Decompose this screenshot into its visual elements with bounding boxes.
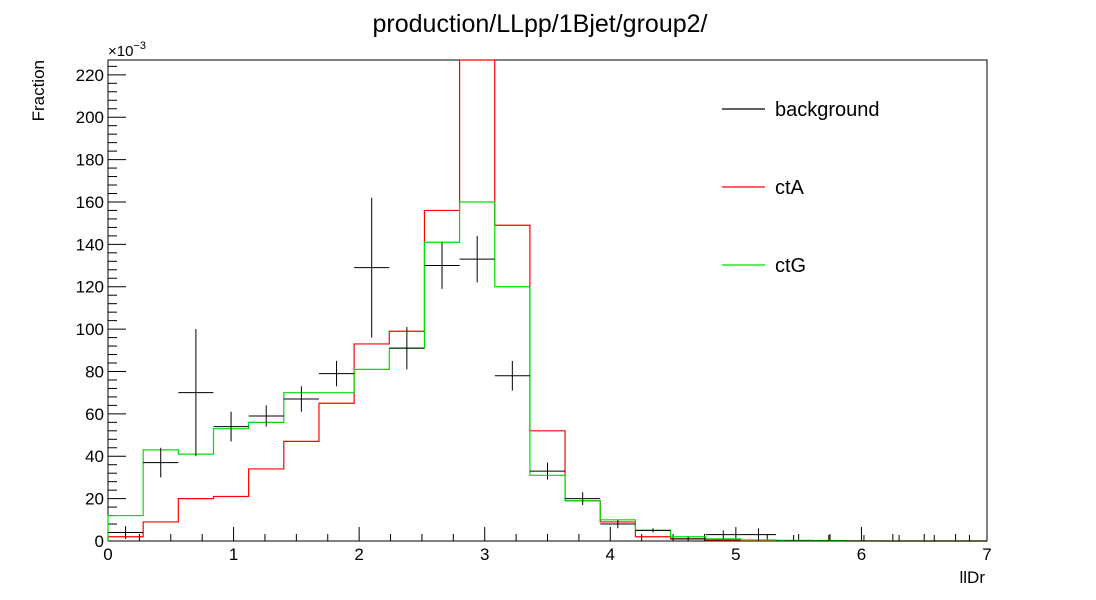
legend-label: background bbox=[775, 99, 880, 121]
x-tick-label: 4 bbox=[606, 545, 615, 564]
x-tick-label: 7 bbox=[982, 545, 991, 564]
series-ctG-line bbox=[107, 201, 987, 542]
y-tick-label: 220 bbox=[76, 66, 104, 85]
series-background bbox=[108, 197, 987, 542]
y-tick-label: 80 bbox=[85, 362, 104, 381]
legend-item-ctG: ctG bbox=[722, 255, 806, 277]
y-tick-label: 100 bbox=[76, 320, 104, 339]
legend-label: ctA bbox=[775, 177, 805, 199]
y-tick-label: 180 bbox=[76, 151, 104, 170]
y-tick-label: 120 bbox=[76, 278, 104, 297]
x-tick-label: 1 bbox=[229, 545, 238, 564]
y-tick-label: 200 bbox=[76, 108, 104, 127]
y-tick-label: 60 bbox=[85, 405, 104, 424]
y-tick-label: 20 bbox=[85, 490, 104, 509]
x-axis-label: llDr bbox=[960, 568, 986, 587]
x-tick-label: 0 bbox=[103, 545, 112, 564]
y-axis-label: Fraction bbox=[29, 60, 48, 121]
y-tick-label: 0 bbox=[95, 532, 104, 551]
legend-item-background: background bbox=[722, 99, 880, 121]
chart-title: production/LLpp/1Bjet/group2/ bbox=[373, 10, 708, 38]
legend-label: ctG bbox=[775, 255, 806, 277]
y-axis: 0 20 40 60 80 100 120 140 160 180 200 220 bbox=[76, 66, 126, 551]
x-tick-label: 5 bbox=[731, 545, 740, 564]
y-tick-label: 40 bbox=[85, 447, 104, 466]
x-axis: 0 1 2 3 4 5 6 7 bbox=[103, 527, 992, 564]
plot-area bbox=[107, 59, 987, 542]
x-tick-label: 3 bbox=[480, 545, 489, 564]
legend: background ctA ctG bbox=[722, 99, 880, 277]
x-tick-label: 6 bbox=[857, 545, 866, 564]
y-tick-label: 140 bbox=[76, 235, 104, 254]
legend-item-ctA: ctA bbox=[722, 177, 805, 199]
y-tick-label: 160 bbox=[76, 193, 104, 212]
y-exponent-label: ×10−3 bbox=[108, 40, 146, 60]
x-tick-label: 2 bbox=[354, 545, 363, 564]
